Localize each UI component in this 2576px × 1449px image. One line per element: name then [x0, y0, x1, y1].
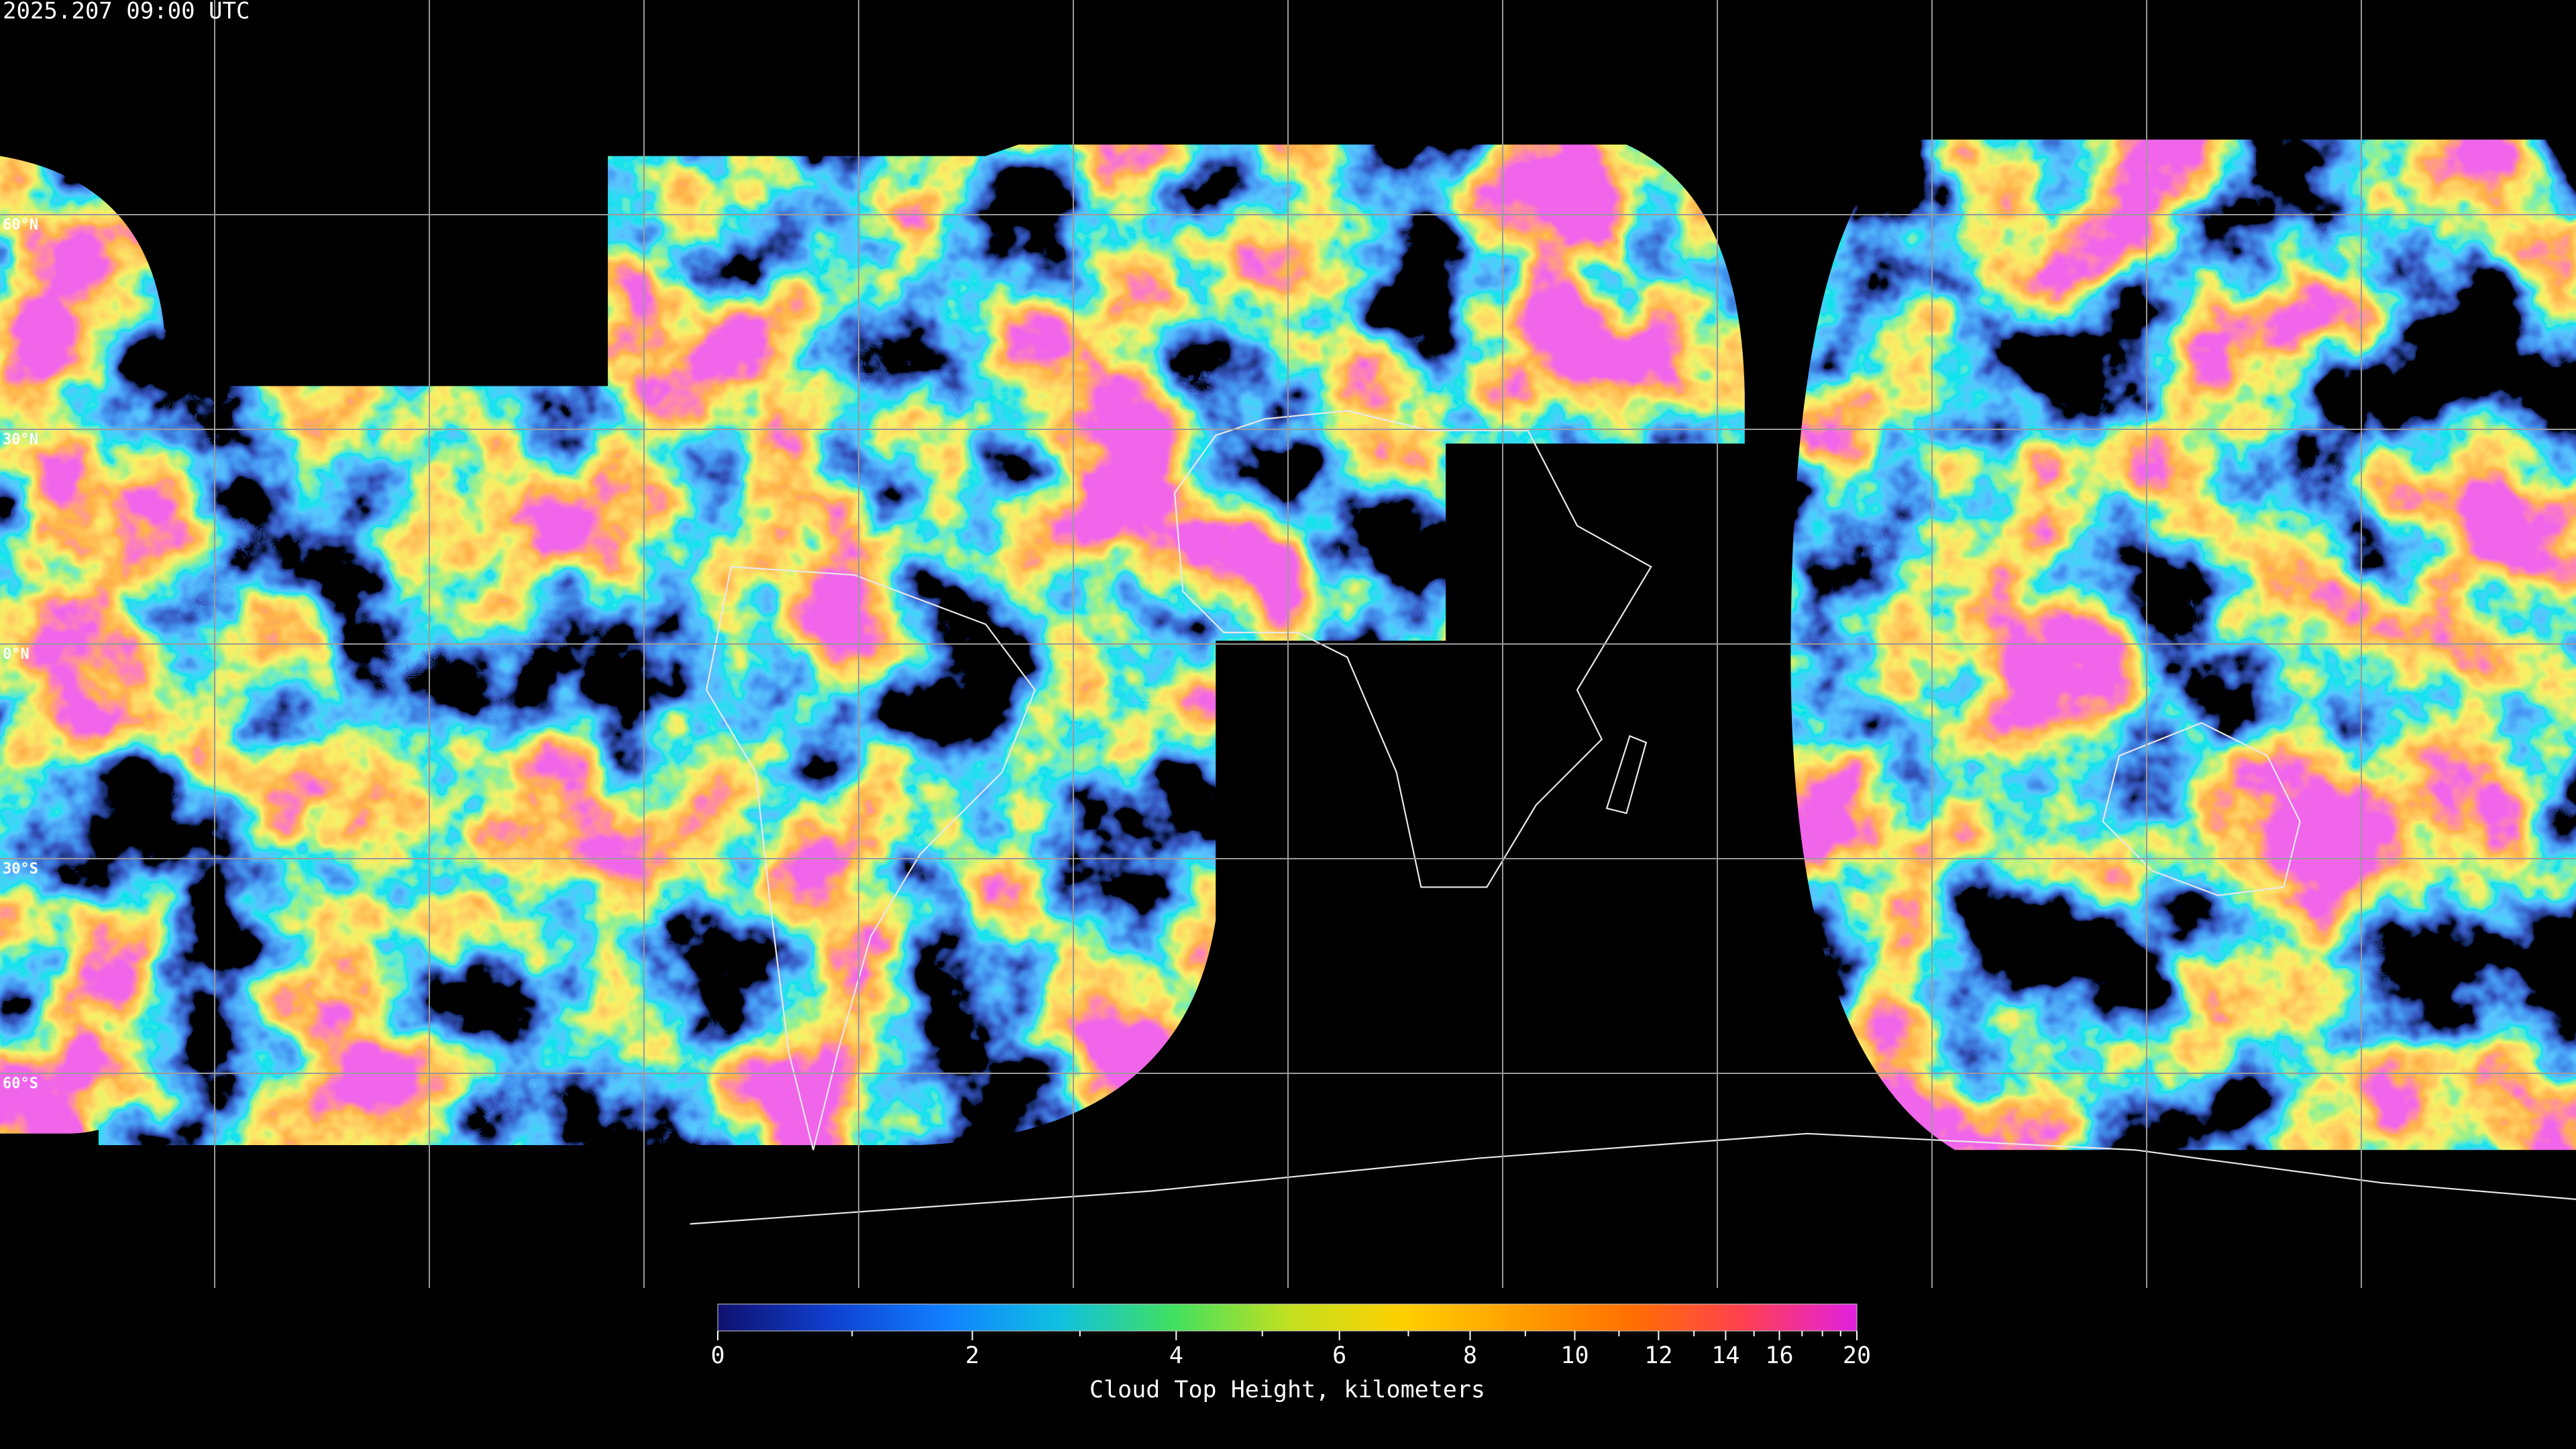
colorbar — [717, 1303, 1858, 1332]
graticule: 60°N 30°N 0°N 30°S 60°S — [0, 0, 2576, 1288]
madagascar-outline — [1605, 735, 1648, 814]
colorbar-tick-label: 6 — [1332, 1342, 1346, 1369]
latitude-label: 30°S — [3, 861, 38, 877]
coastlines — [690, 410, 2576, 1225]
colorbar-tick-label: 12 — [1644, 1342, 1672, 1369]
antarctica-outline — [690, 1132, 2576, 1225]
timestamp: 2025.207 09:00 UTC — [3, 0, 250, 25]
colorbar-tick-label: 16 — [1765, 1342, 1793, 1369]
colorbar-tick-label: 14 — [1711, 1342, 1739, 1369]
colorbar-tick-label: 4 — [1169, 1342, 1183, 1369]
latitude-label: 60°N — [3, 217, 38, 233]
colorbar-ticks: 0 2 4 6 8 10 12 14 16 20 — [710, 1331, 1871, 1369]
colorbar-label: Cloud Top Height, kilometers — [1089, 1377, 1485, 1403]
latitude-label: 30°N — [3, 431, 38, 448]
latitude-label: 60°S — [3, 1075, 38, 1092]
colorbar-tick-label: 10 — [1560, 1342, 1589, 1369]
latitude-label: 0°N — [3, 646, 30, 663]
africa-outline — [1173, 410, 1652, 888]
colorbar-tick-label: 20 — [1843, 1342, 1871, 1369]
colorbar-tick-label: 8 — [1463, 1342, 1477, 1369]
colorbar-tick-label: 0 — [710, 1342, 724, 1369]
south-america-outline — [705, 566, 1036, 1150]
australia-outline — [2102, 722, 2301, 896]
colorbar-tick-label: 2 — [965, 1342, 979, 1369]
